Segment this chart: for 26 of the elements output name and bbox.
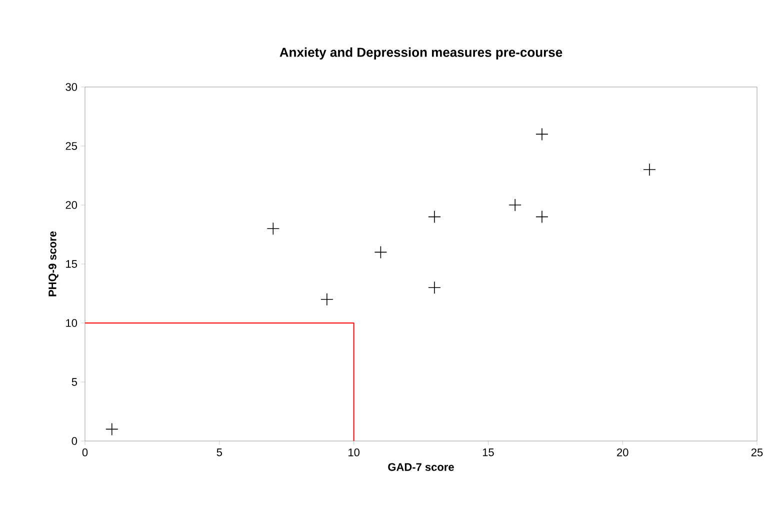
point [536,210,548,224]
chart-title: Anxiety and Depression measures pre-course [280,47,562,60]
point [508,198,522,212]
x-tick-label: 20 [617,448,628,456]
point [105,422,118,436]
point [536,128,548,141]
x-tick-label: 15 [482,448,494,456]
y-tick-label: 20 [66,201,78,209]
point [643,163,656,176]
point [428,281,441,294]
y-tick-label: 0 [72,437,78,445]
x-axis-title: GAD-7 score [388,463,454,471]
point [374,246,388,259]
y-tick-label: 5 [72,378,78,386]
y-tick-label: 10 [66,319,78,327]
x-tick-label: 10 [348,448,360,456]
y-tick-label: 15 [66,260,78,268]
point [266,222,280,235]
x-tick-label: 5 [216,448,222,456]
y-axis-title: PHQ-9 score [48,231,58,296]
point [320,293,334,306]
x-tick-label: 25 [751,448,763,456]
y-tick-label: 30 [66,83,78,91]
point [428,210,441,224]
y-tick-label: 25 [66,142,78,150]
x-tick-label: 0 [82,448,88,456]
